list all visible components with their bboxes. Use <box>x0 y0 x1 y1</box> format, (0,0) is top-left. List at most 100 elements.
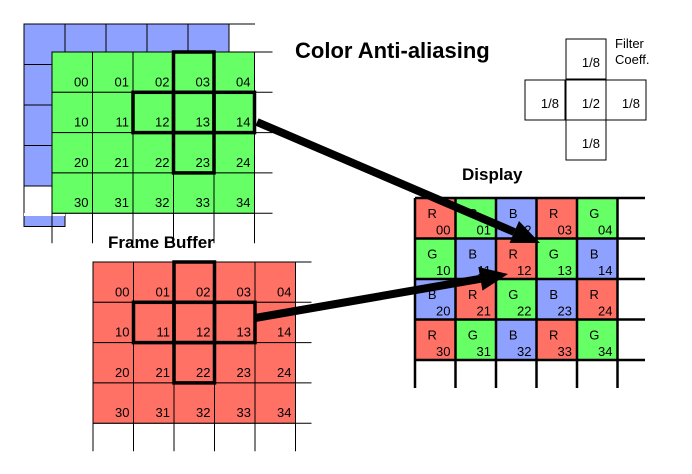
display-subpixel-B <box>496 319 537 360</box>
display-subpixel-R <box>536 319 577 360</box>
cell-id-label: 32 <box>517 344 531 359</box>
cell-id-label: 04 <box>598 223 612 238</box>
cell-id-label: 20 <box>74 155 88 170</box>
cell-id-label: 12 <box>517 263 531 278</box>
channel-label: G <box>589 328 599 343</box>
cell-id-label: 31 <box>156 405 170 420</box>
red-frame-buffer-layer: 00 01 02 03 04 10 11 12 13 14 20 21 22 23 24 30 31 32 33 34 <box>92 260 312 452</box>
cell-id-label: 13 <box>558 263 572 278</box>
display-label: Display <box>462 165 523 184</box>
cell-id-label: 04 <box>277 284 291 299</box>
cell-id-label: 00 <box>115 284 129 299</box>
display-subpixel-R <box>496 238 537 279</box>
cell-id-label: 24 <box>236 155 250 170</box>
cell-id-label: 22 <box>155 155 169 170</box>
display-subpixel-G <box>536 238 577 279</box>
cell-id-label: 34 <box>598 344 612 359</box>
frame-buffer-cell <box>173 51 215 93</box>
channel-label: G <box>508 287 518 302</box>
cell-id-label: 02 <box>155 74 169 89</box>
channel-label: G <box>468 328 478 343</box>
cell-id-label: 22 <box>196 365 210 380</box>
channel-label: B <box>590 247 599 262</box>
cell-id-label: 24 <box>277 365 291 380</box>
frame-buffer-cell <box>213 132 255 174</box>
frame-buffer-cell <box>132 91 174 134</box>
frame-buffer-cell <box>132 172 174 214</box>
frame-buffer-cell <box>173 382 215 424</box>
cell-id-label: 20 <box>436 304 450 319</box>
cell-id-label: 04 <box>236 74 250 89</box>
cell-id-label: 21 <box>156 365 170 380</box>
cell-id-label: 24 <box>598 304 612 319</box>
frame-buffer-cell <box>132 132 174 174</box>
cell-id-label: 30 <box>436 344 450 359</box>
filter-right-coefficient: 1/8 <box>622 96 640 111</box>
cell-id-label: 32 <box>155 195 169 210</box>
filter-center-cell <box>565 79 607 121</box>
cell-id-label: 03 <box>196 74 210 89</box>
frame-buffer-cell <box>92 342 134 384</box>
cell-id-label: 02 <box>196 284 210 299</box>
cell-id-label: 23 <box>558 304 572 319</box>
channel-label: G <box>589 206 599 221</box>
channel-label: R <box>590 287 599 302</box>
display-subpixel-G <box>577 198 618 239</box>
display-grid: R00G01B02R03G04G10B11R12G13B14B20R21G22B… <box>413 196 645 388</box>
filter-bottom-cell <box>565 119 607 161</box>
cell-id-label: 21 <box>477 304 491 319</box>
arrow-shaft <box>254 274 482 322</box>
cell-id-label: 34 <box>277 405 291 420</box>
cell-id-label: 10 <box>436 263 450 278</box>
cell-id-label: 33 <box>237 405 251 420</box>
cell-id-label: 33 <box>196 195 210 210</box>
frame-buffer-cell <box>254 261 296 303</box>
cell-id-label: 30 <box>115 405 129 420</box>
frame-buffer-cell <box>92 261 134 303</box>
cell-id-label: 14 <box>598 263 612 278</box>
filter-bottom-coefficient: 1/8 <box>582 136 600 151</box>
display-subpixel-B <box>577 238 618 279</box>
cell-id-label: 00 <box>74 74 88 89</box>
frame-buffer-cell <box>132 51 174 93</box>
cell-id-label: 21 <box>115 155 129 170</box>
display-subpixel-G <box>577 319 618 360</box>
frame-buffer-cell <box>92 91 134 134</box>
arrow-head <box>509 220 540 244</box>
display-subpixel-B <box>536 279 577 320</box>
filter-top-cell <box>565 38 607 80</box>
cell-id-label: 00 <box>436 223 450 238</box>
channel-label: R <box>549 206 558 221</box>
channel-label: R <box>549 328 558 343</box>
cell-id-label: 03 <box>558 223 572 238</box>
filter-label-line2: Coeff. <box>615 52 649 67</box>
cell-id-label: 23 <box>237 365 251 380</box>
channel-label: R <box>428 328 437 343</box>
frame-buffer-cell <box>51 51 93 93</box>
cell-id-label: 30 <box>74 195 88 210</box>
cell-id-label: 01 <box>156 284 170 299</box>
cell-id-label: 23 <box>196 155 210 170</box>
cell-id-label: 13 <box>237 325 251 340</box>
cell-id-label: 22 <box>517 304 531 319</box>
frame-buffer-cell <box>254 342 296 384</box>
channel-label: B <box>468 247 477 262</box>
channel-label: B <box>549 287 558 302</box>
cell-id-label: 14 <box>236 115 250 130</box>
filter-top-coefficient: 1/8 <box>582 55 600 70</box>
channel-label: B <box>509 328 518 343</box>
cell-id-label: 11 <box>116 115 130 130</box>
channel-label: R <box>509 247 518 262</box>
cell-id-label: 01 <box>477 223 491 238</box>
cell-id-label: 10 <box>74 115 88 130</box>
cell-id-label: 13 <box>196 115 210 130</box>
green-frame-buffer-layer: 00 01 02 03 04 10 11 12 13 14 20 21 22 23 24 30 31 32 33 34 <box>51 50 273 244</box>
frame-buffer-cell <box>92 172 134 214</box>
filter-highlight-cell <box>171 130 216 175</box>
channel-label: B <box>428 287 437 302</box>
cell-id-label: 10 <box>115 325 129 340</box>
arrow-shaft <box>255 118 516 236</box>
filter-kernel: 1/8 1/8 1/2 1/8 1/8 <box>524 38 647 161</box>
filter-highlight-cell <box>212 300 257 345</box>
